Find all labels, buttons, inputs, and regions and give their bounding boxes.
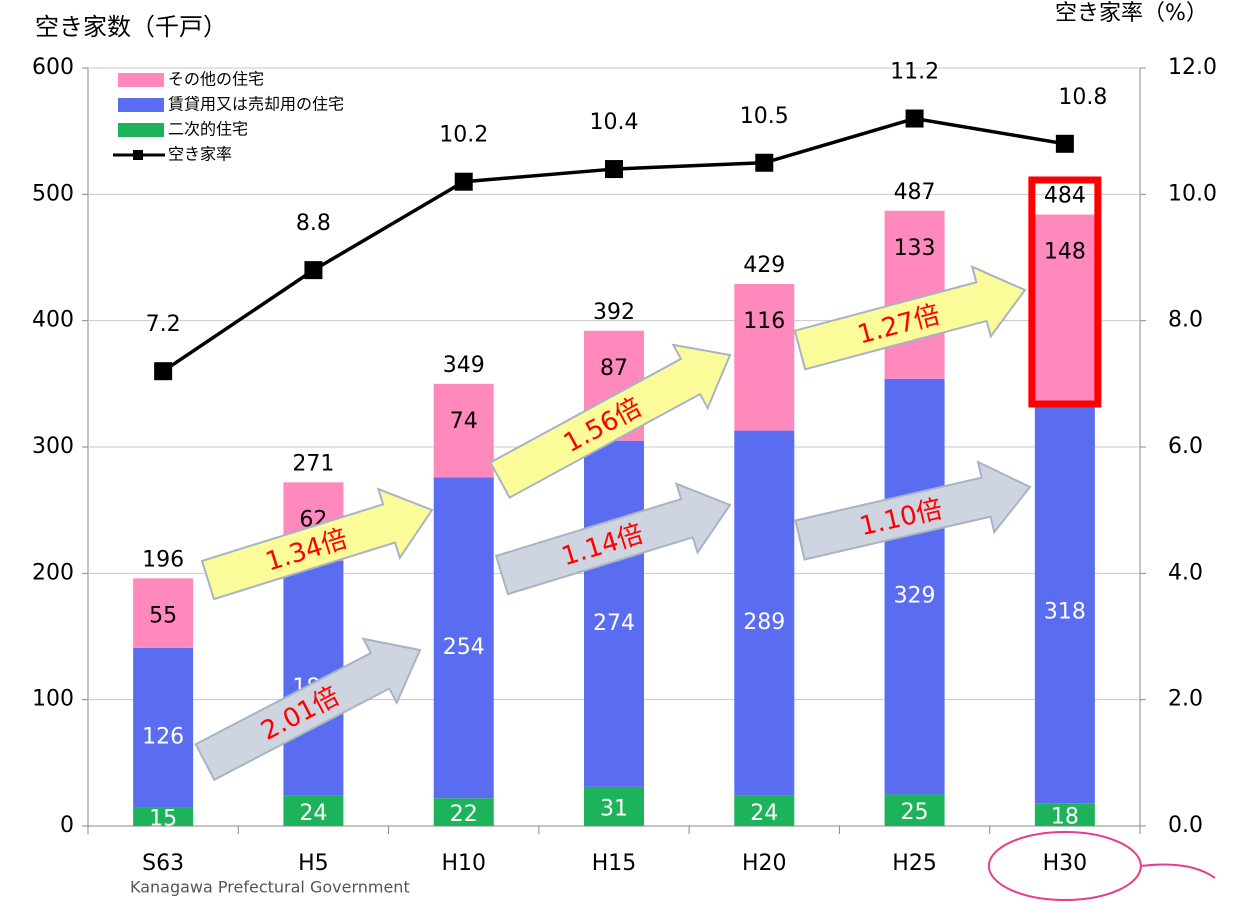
y-tick-label: 500 <box>32 181 74 206</box>
line-value-label: 10.2 <box>439 123 488 148</box>
highlight-box <box>1028 176 1102 408</box>
footer: Kanagawa Prefectural Government <box>130 878 410 897</box>
legend-label: 空き家率 <box>168 145 232 164</box>
callout-line <box>1140 863 1216 879</box>
line-marker <box>605 160 623 179</box>
value-label: 24 <box>299 801 327 826</box>
y-tick-label: 600 <box>32 55 74 80</box>
bar-segment <box>433 798 494 826</box>
arrow-shape <box>793 265 1027 371</box>
bar-segment <box>584 440 644 787</box>
value-label: 133 <box>894 236 936 261</box>
bar-segment <box>734 795 795 826</box>
value-label: 55 <box>149 603 177 628</box>
bar-segment <box>1034 803 1095 826</box>
y2-tick-label: 2.0 <box>1168 687 1203 712</box>
bar-segment <box>133 647 194 808</box>
legend-label: 二次的住宅 <box>168 120 248 139</box>
x-tick-label: H30 <box>1043 851 1088 876</box>
value-label: 15 <box>149 807 177 832</box>
x-tick-label: S63 <box>142 851 184 876</box>
y-axis-title: 空き家数（千戸） <box>35 13 227 41</box>
bar-segment <box>433 477 494 799</box>
line-value-label: 10.8 <box>1058 85 1107 110</box>
legend-swatch <box>118 123 164 137</box>
line-marker <box>304 261 323 280</box>
bar-segment <box>884 378 945 795</box>
value-label: 74 <box>450 409 478 434</box>
total-label: 196 <box>142 547 184 572</box>
line-marker <box>154 362 173 381</box>
y-tick-label: 300 <box>32 434 74 459</box>
bar-segment <box>884 794 945 826</box>
y2-tick-label: 10.0 <box>1168 181 1217 206</box>
x-tick-label: H20 <box>742 851 787 876</box>
value-label: 148 <box>1044 240 1086 265</box>
value-label: 254 <box>443 635 485 660</box>
value-label: 126 <box>142 724 184 749</box>
line-value-label: 10.5 <box>740 104 789 129</box>
y2-tick-label: 12.0 <box>1168 55 1217 80</box>
line-marker <box>755 153 774 172</box>
legend-label: その他の住宅 <box>168 70 264 89</box>
total-label: 349 <box>443 353 485 378</box>
total-label: 271 <box>292 451 334 476</box>
value-label: 31 <box>600 796 628 821</box>
arrow-shape <box>494 482 732 596</box>
line-marker <box>1055 134 1074 153</box>
arrow-shape <box>489 343 732 499</box>
arrow-shape <box>794 460 1032 561</box>
x-tick-label: H15 <box>592 851 637 876</box>
total-label: 429 <box>743 253 785 278</box>
y-tick-label: 400 <box>32 308 74 333</box>
line-value-label: 10.4 <box>590 110 639 135</box>
bar-segment <box>1034 401 1095 804</box>
line-value-label: 11.2 <box>890 60 939 85</box>
x-tick-label: H25 <box>892 851 937 876</box>
bar-segment <box>133 807 194 826</box>
total-label: 487 <box>894 180 936 205</box>
value-label: 87 <box>600 356 628 381</box>
value-label: 289 <box>743 610 785 635</box>
y2-axis-title: 空き家率（%） <box>1055 1 1208 26</box>
arrow-shape <box>200 487 434 601</box>
bar-segment <box>734 430 795 796</box>
line-marker <box>454 172 473 191</box>
value-label: 18 <box>1051 805 1079 830</box>
y-tick-label: 0 <box>60 813 74 838</box>
y2-tick-label: 8.0 <box>1168 308 1203 333</box>
value-label: 116 <box>743 309 785 334</box>
value-label: 25 <box>901 800 929 825</box>
y-tick-label: 200 <box>32 560 74 585</box>
value-label: 24 <box>750 801 778 826</box>
value-label: 329 <box>894 584 936 609</box>
line-marker <box>905 109 924 128</box>
legend-swatch <box>118 73 164 87</box>
value-label: 274 <box>593 611 635 636</box>
legend-swatch <box>133 150 143 160</box>
y2-tick-label: 0.0 <box>1168 813 1203 838</box>
value-label: 318 <box>1044 599 1086 624</box>
total-label: 392 <box>593 300 635 325</box>
line-value-label: 7.2 <box>146 312 181 337</box>
total-label: 484 <box>1044 184 1086 209</box>
x-tick-label: H5 <box>298 851 329 876</box>
bar-segment <box>734 284 795 431</box>
y2-tick-label: 6.0 <box>1168 434 1203 459</box>
y2-tick-label: 4.0 <box>1168 560 1203 585</box>
arrow-shape <box>194 637 422 782</box>
x-tick-label: H10 <box>441 851 486 876</box>
legend-swatch <box>118 98 164 112</box>
value-label: 22 <box>450 802 478 827</box>
legend-label: 賃貸用又は売却用の住宅 <box>168 95 344 114</box>
bar-segment <box>433 383 494 478</box>
line-value-label: 8.8 <box>296 211 331 236</box>
bar-segment <box>283 795 344 826</box>
bar-segment <box>584 786 644 826</box>
bar-segment <box>1034 214 1095 402</box>
y-tick-label: 100 <box>32 687 74 712</box>
bar-segment <box>133 578 194 648</box>
